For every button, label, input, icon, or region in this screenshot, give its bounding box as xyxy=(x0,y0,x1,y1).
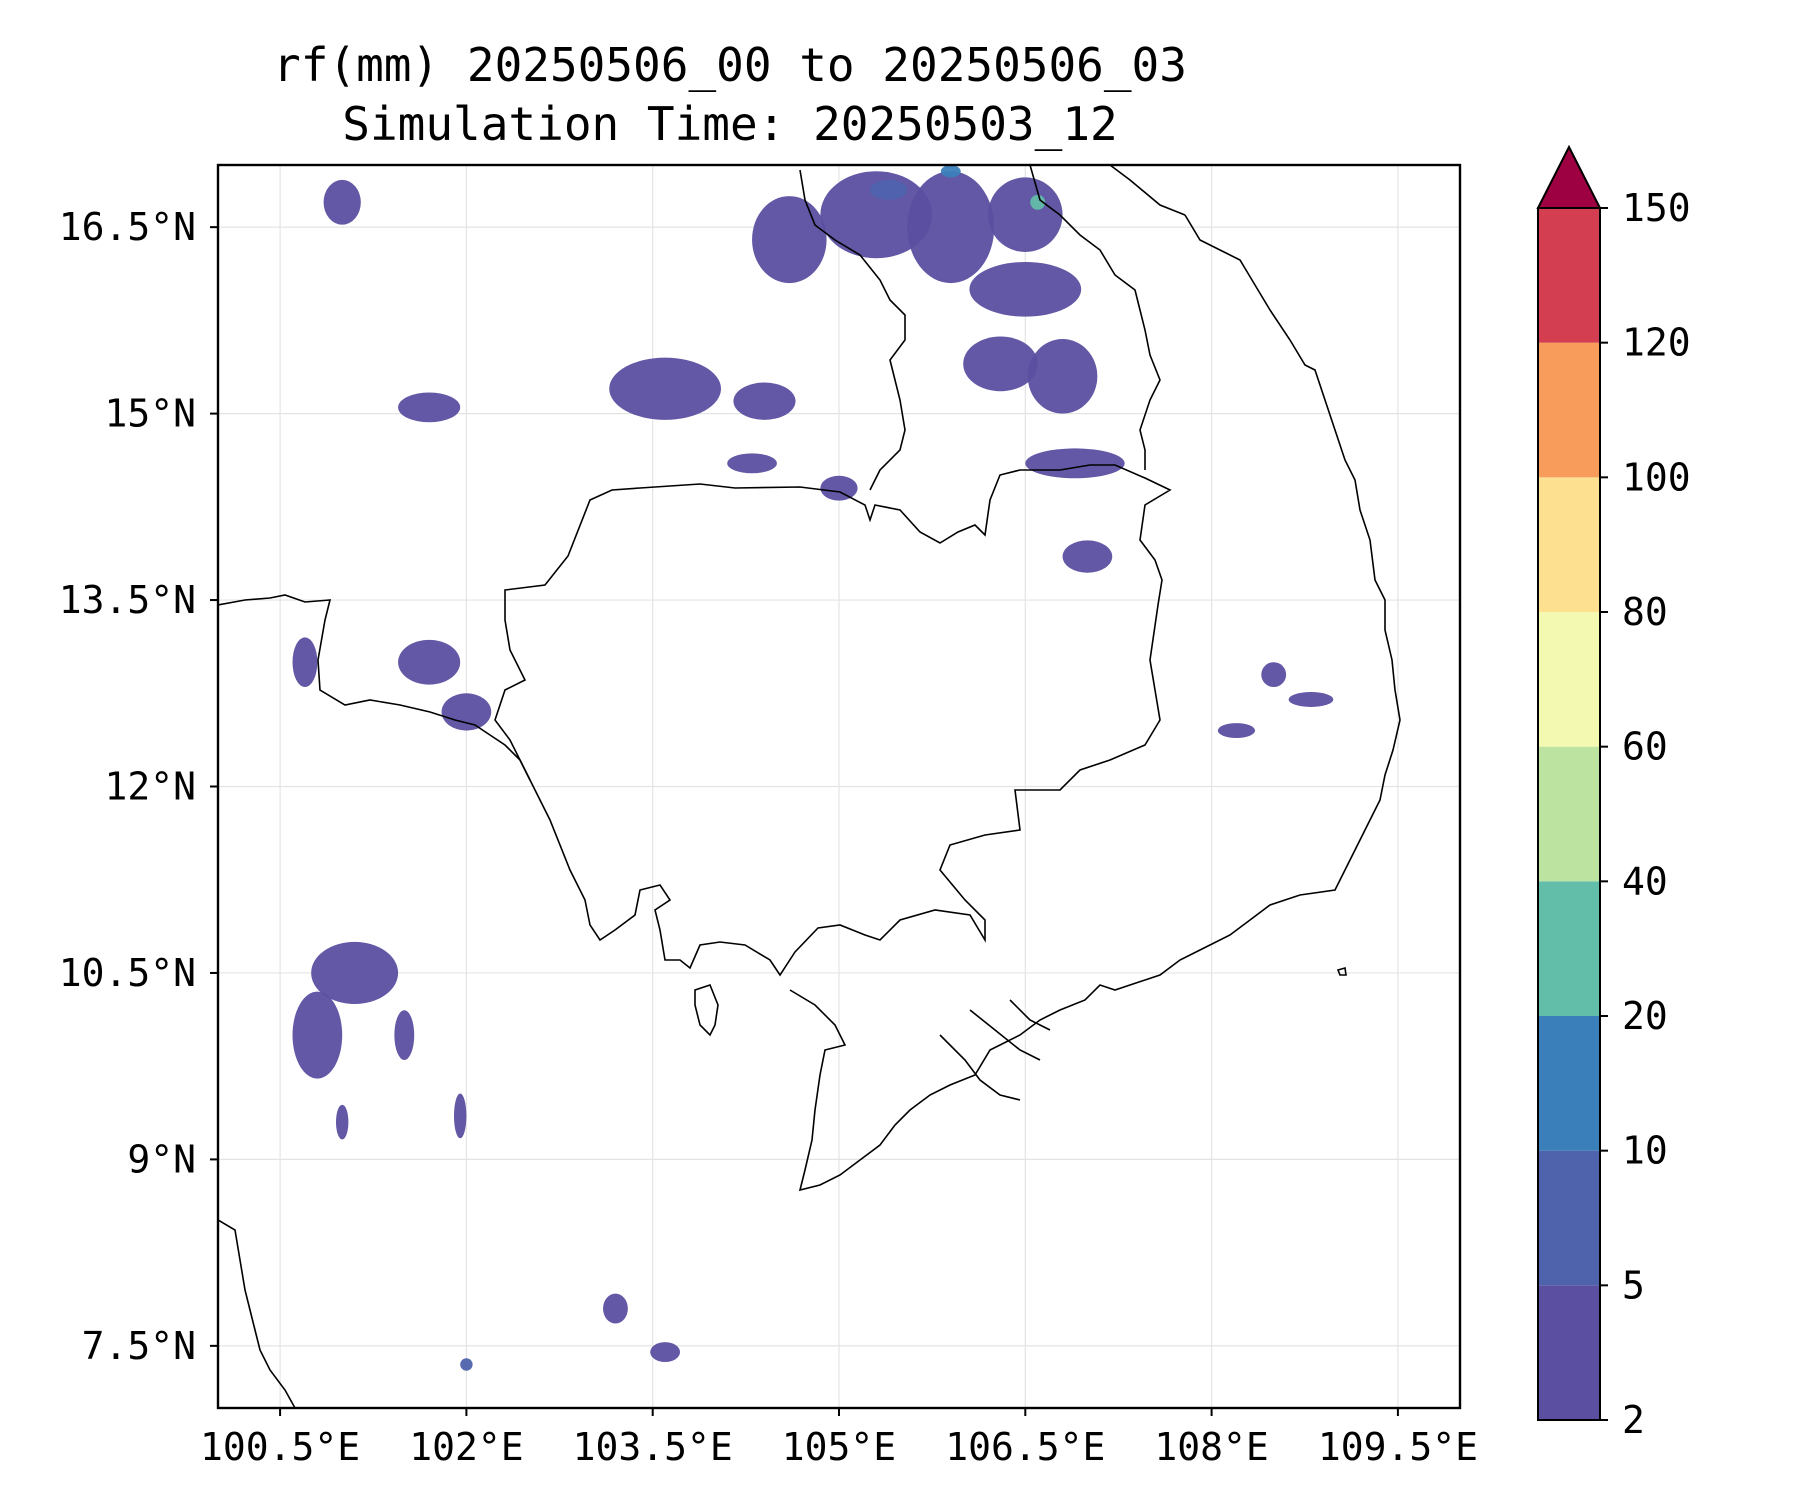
rain-patch xyxy=(441,693,492,731)
colorbar-segment xyxy=(1538,1285,1600,1420)
rain-patch xyxy=(1217,723,1256,739)
x-tick-label: 108°E xyxy=(1154,1425,1268,1469)
rain-patch xyxy=(311,941,399,1005)
rain-patch xyxy=(394,1010,415,1060)
rain-patch xyxy=(963,336,1038,392)
island-phu-quoc xyxy=(694,984,719,1037)
rain-patch xyxy=(609,357,722,420)
colorbar-tick-label: 100 xyxy=(1622,455,1691,499)
map-subtitle: Simulation Time: 20250503_12 xyxy=(342,97,1118,151)
coastlines-borders xyxy=(218,165,1401,1408)
colorbar-segment xyxy=(1538,477,1600,612)
rain-patch xyxy=(323,179,361,225)
rain-patch xyxy=(1062,540,1113,573)
y-tick-label: 9°N xyxy=(127,1137,196,1181)
rain-patch xyxy=(988,177,1063,253)
rain-patch xyxy=(907,171,995,284)
rain-patch xyxy=(1027,339,1098,414)
colorbar-extend-arrow xyxy=(1536,144,1602,209)
y-tick-label: 10.5°N xyxy=(59,951,196,995)
colorbar-tick-label: 10 xyxy=(1622,1129,1668,1173)
rain-patch xyxy=(940,165,961,178)
vietnam-coastline xyxy=(789,214,1401,1192)
x-tick-label: 105°E xyxy=(782,1425,896,1469)
colorbar-tick-label: 40 xyxy=(1622,859,1668,903)
colorbar-segment xyxy=(1538,881,1600,1016)
colorbar-tick-label: 5 xyxy=(1622,1263,1645,1307)
cambodia-border xyxy=(494,464,1172,977)
colorbar-segment xyxy=(1538,342,1600,478)
rain-patch xyxy=(1025,448,1125,479)
colorbar-frame xyxy=(1537,207,1601,1421)
island-small xyxy=(1336,966,1347,976)
colorbar-segment xyxy=(1538,746,1600,882)
colorbar-segment xyxy=(1538,1150,1600,1286)
y-tick-label: 12°N xyxy=(104,765,196,809)
longitude-axis: 100.5°E 102°E 103.5°E 105°E 106.5°E 108°E 109.… xyxy=(200,1408,1478,1469)
colorbar-segment xyxy=(1538,208,1600,343)
rainfall-contours xyxy=(292,165,1334,1371)
colorbar-tick-label: 80 xyxy=(1622,590,1668,634)
rain-patch xyxy=(398,639,461,685)
laos-vietnam-border xyxy=(1029,165,1161,470)
y-tick-label: 7.5°N xyxy=(82,1324,196,1368)
colorbar-tick-label: 60 xyxy=(1622,725,1668,769)
x-tick-label: 103.5°E xyxy=(573,1425,733,1469)
x-tick-label: 102°E xyxy=(409,1425,523,1469)
colorbar: 2 5 10 20 40 60 80 100 120 150 xyxy=(1536,144,1691,1442)
rain-patch xyxy=(335,1104,349,1140)
map-title: rf(mm) 20250506_00 to 20250506_03 xyxy=(273,38,1187,92)
rain-patch xyxy=(1288,692,1334,707)
colorbar-tick-label: 2 xyxy=(1622,1398,1645,1442)
y-tick-label: 15°N xyxy=(104,392,196,436)
latitude-axis: 16.5°N 15°N 13.5°N 12°N 10.5°N 9°N 7.5°N xyxy=(59,205,218,1368)
thailand-laos-border xyxy=(799,169,906,491)
rain-patch xyxy=(1261,662,1287,688)
rain-patch xyxy=(870,179,908,200)
rain-patch xyxy=(820,475,858,501)
colorbar-segment xyxy=(1538,1016,1600,1151)
rain-patch xyxy=(650,1342,681,1363)
colorbar-tick-label: 150 xyxy=(1622,186,1691,230)
malay-coast xyxy=(218,1219,296,1408)
rain-patch xyxy=(727,453,777,474)
rain-patch xyxy=(752,196,827,284)
rain-patch xyxy=(969,261,1082,317)
colorbar-tick-label: 20 xyxy=(1622,994,1668,1038)
rain-patch xyxy=(292,991,343,1079)
mekong-delta-islands xyxy=(939,999,1051,1101)
border-north-1 xyxy=(1109,165,1186,216)
colorbar-segment xyxy=(1538,612,1600,747)
rain-patch xyxy=(1030,194,1046,210)
x-tick-label: 106.5°E xyxy=(945,1425,1105,1469)
y-tick-label: 13.5°N xyxy=(59,578,196,622)
rain-patch xyxy=(453,1093,467,1139)
thailand-west-coast xyxy=(218,594,531,781)
rain-patch xyxy=(460,1358,473,1371)
x-tick-label: 109.5°E xyxy=(1318,1425,1478,1469)
rain-patch xyxy=(733,382,796,420)
x-tick-label: 100.5°E xyxy=(200,1425,360,1469)
rain-patch xyxy=(292,637,318,688)
rain-patch xyxy=(603,1293,628,1324)
colorbar-tick-label: 120 xyxy=(1622,321,1691,365)
rain-patch xyxy=(398,392,461,423)
y-tick-label: 16.5°N xyxy=(59,205,196,249)
